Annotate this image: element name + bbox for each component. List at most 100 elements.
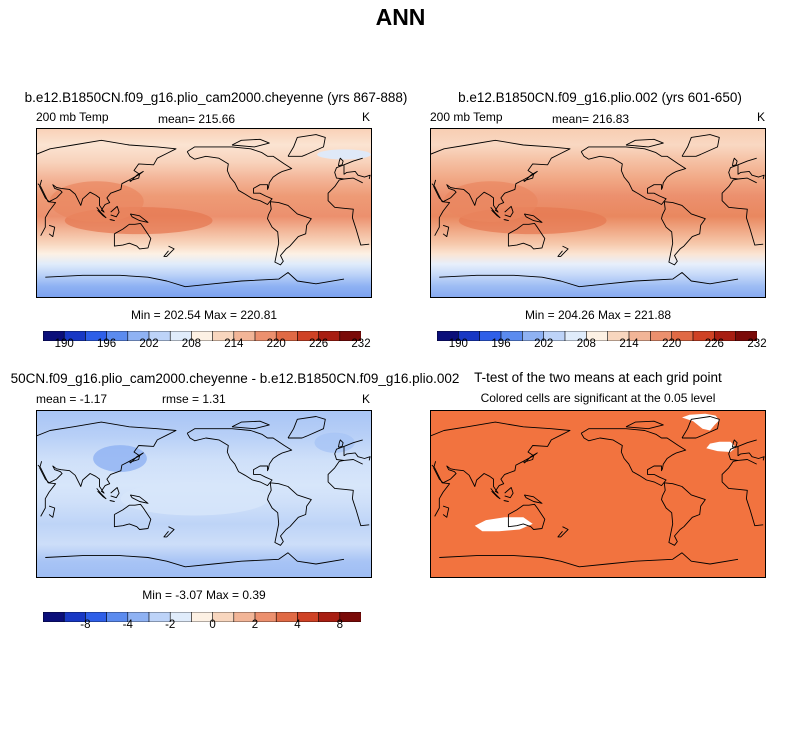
panel-3-rmse-label: rmse = 1.31 (162, 392, 226, 406)
not-significant-region (682, 413, 720, 431)
coastline (523, 170, 538, 183)
coastline (337, 157, 344, 167)
panel-1-units-label: K (362, 110, 371, 124)
panel-1-map (36, 128, 372, 298)
panel-4-subtitle: Colored cells are significant at the 0.0… (480, 391, 716, 405)
panel-3-units-label: K (362, 392, 371, 406)
coastline (731, 439, 738, 448)
map-frame (430, 410, 766, 578)
colorbar-tick-label: 220 (662, 338, 682, 350)
colorbar-tick-label: 4 (294, 619, 301, 631)
coastline (334, 445, 345, 461)
coastline (129, 213, 149, 223)
coastline (661, 201, 706, 266)
panel-2-colorbar (436, 328, 758, 342)
coastline (504, 487, 514, 499)
page-title: ANN (375, 4, 426, 30)
colorbar-tick-label: -2 (165, 619, 176, 631)
coastline (110, 487, 120, 499)
colorbar-tick-label: 0 (209, 619, 216, 631)
coastline (96, 488, 107, 500)
coastline (45, 272, 345, 288)
coastline (110, 205, 120, 218)
colorbar-tick-label: 226 (704, 338, 724, 350)
warm-core-north (443, 181, 538, 223)
not-significant-region (706, 441, 737, 452)
panel-1-field-label: 200 mb Temp (36, 110, 109, 124)
colorbar-tick-label: 208 (576, 338, 596, 350)
panel-2-mean-label: mean= 216.83 (552, 112, 630, 126)
coastline (728, 164, 739, 180)
colorbar-tick-label: 220 (266, 338, 286, 350)
map-frame (36, 128, 372, 298)
coastline (504, 205, 514, 218)
coastline (129, 452, 144, 464)
coastline (327, 459, 345, 490)
coastline (36, 139, 371, 213)
warm-core-north (49, 181, 144, 223)
colorbar-tick-label: -8 (80, 619, 91, 631)
cool-anomaly (93, 445, 147, 472)
coastline (731, 157, 738, 167)
colorbar-tick-label: 190 (54, 338, 74, 350)
panel-1-colorbar (42, 328, 362, 342)
colorbar-tick-label: 232 (351, 338, 371, 350)
panel-1-minmax: Min = 202.54 Max = 220.81 (130, 308, 278, 322)
coastline (523, 213, 543, 223)
coastline (503, 500, 509, 502)
coastline (109, 500, 115, 502)
coastline (129, 494, 149, 504)
colorbar-tick-label: 2 (251, 619, 259, 631)
coastline (287, 134, 326, 157)
coastline (580, 146, 687, 205)
colorbar-tick-label: 8 (336, 619, 343, 631)
panel-2-minmax: Min = 204.26 Max = 221.88 (524, 308, 672, 322)
colorbar-tick-label: 196 (491, 338, 511, 350)
panel-3-colorbar-labels: -8 -4 -2 0 2 4 8 (43, 619, 361, 635)
coastline (430, 421, 765, 494)
panel-4-map (430, 410, 766, 578)
coastline (48, 505, 56, 518)
coastline (327, 178, 345, 209)
coastline (45, 552, 345, 568)
colorbar-tick-label: -4 (122, 619, 133, 631)
coastline (163, 526, 175, 538)
coastline (523, 452, 538, 464)
coastline (681, 416, 720, 439)
coastline (503, 219, 509, 222)
not-significant-region (474, 517, 533, 532)
panel-3-minmax: Min = -3.07 Max = 0.39 (142, 588, 266, 602)
panel-2-field-label: 200 mb Temp (430, 110, 503, 124)
coastline (37, 177, 370, 246)
coastline (37, 459, 370, 527)
coastline (430, 139, 765, 213)
coastline (507, 222, 546, 250)
coastline (681, 134, 720, 157)
colorbar-tick-label: 202 (139, 338, 159, 350)
coastline (721, 178, 739, 209)
colorbar-tick-label: 226 (309, 338, 329, 350)
panel-2-map (430, 128, 766, 298)
coastline (334, 164, 345, 180)
coastline (490, 488, 501, 500)
coastline (439, 272, 739, 288)
coastline (287, 416, 326, 439)
coastline (96, 207, 107, 219)
coastline (231, 138, 270, 148)
panel-3-map (36, 410, 372, 578)
panel-2-colorbar-labels: 190 196 202 208 214 220 226 232 (437, 338, 767, 354)
coastline (186, 146, 293, 205)
colorbar-tick-label: 190 (448, 338, 468, 350)
coastline (557, 526, 569, 538)
map-frame (36, 410, 372, 578)
coastline (439, 552, 739, 568)
panel-3-title: 50CN.f09_g16.plio_cam2000.cheyenne - b.e… (10, 371, 460, 386)
colorbar-tick-label: 232 (747, 338, 767, 350)
panel-2-units-label: K (757, 110, 766, 124)
coastline (163, 245, 175, 257)
panel-1-title: b.e12.B1850CN.f09_g16.plio_cam2000.cheye… (24, 90, 408, 105)
coastline (48, 224, 56, 238)
panel-4-title: T-test of the two means at each grid poi… (474, 370, 722, 385)
coastline (267, 201, 312, 266)
cool-patch (317, 149, 371, 160)
